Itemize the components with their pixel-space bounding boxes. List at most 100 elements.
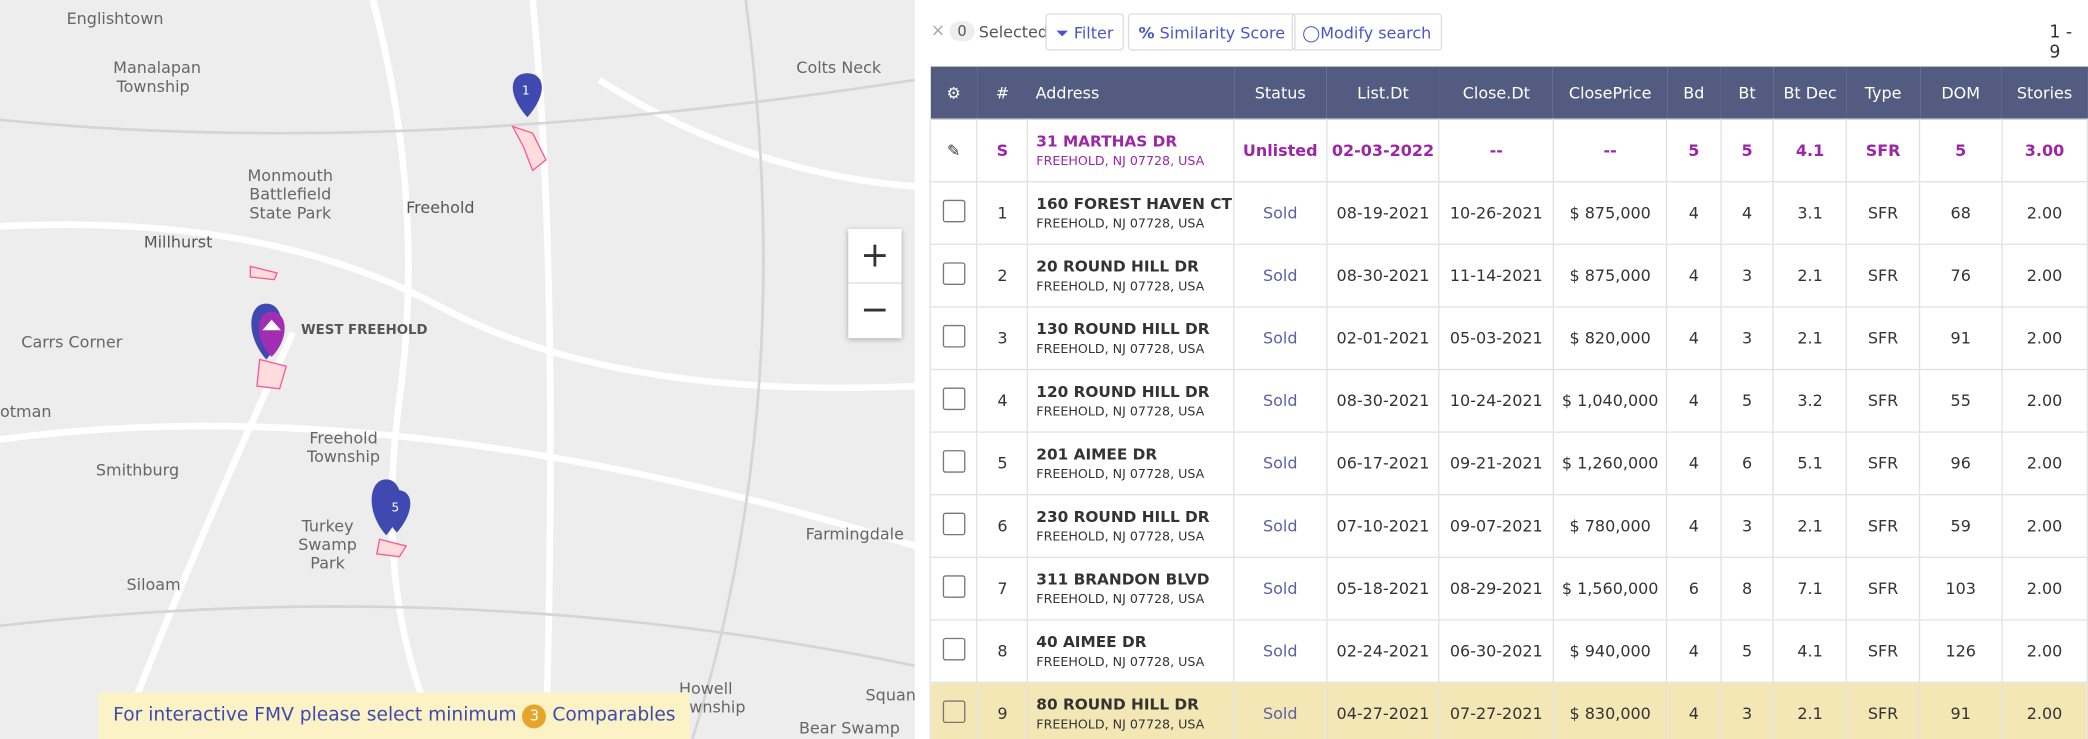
cell: 02-01-2021 [1325,306,1441,371]
cell: 08-19-2021 [1325,181,1441,246]
cell: 2.00 [2001,494,2088,558]
cell: 7.1 [1772,556,1848,621]
select-cell [929,306,978,371]
zoom-out[interactable]: − [848,282,902,337]
pin[interactable] [512,73,542,118]
cell: 09-21-2021 [1438,431,1554,496]
edit-cell: ✎ [929,118,978,183]
checkbox[interactable] [942,387,965,411]
select-cell [929,243,978,308]
filter-button[interactable]: ⏷ Filter [1045,13,1125,51]
cell: SFR [1845,619,1921,684]
cell: 4 [1666,306,1722,371]
city: FREEHOLD, NJ 07728, USA [1036,217,1205,232]
cell: 2.00 [2001,556,2088,621]
address: 230 ROUND HILL DR [1036,507,1210,526]
table-row: 5 201 AIMEE DR FREEHOLD, NJ 07728, USA Sold… [929,431,2088,496]
cell: 3 [976,306,1029,371]
table-row: 7 311 BRANDON BLVD FREEHOLD, NJ 07728, USA… [929,556,2088,621]
pin[interactable] [371,479,411,536]
select-cell [929,181,978,246]
address: 130 ROUND HILL DR [1036,319,1210,339]
cell: Sold [1233,619,1328,684]
city: FREEHOLD, NJ 07728, USA [1036,655,1205,670]
pagination: 1 - 9 [2049,22,2073,63]
cell: SFR [1845,494,1921,558]
city: FREEHOLD, NJ 07728, USA [1036,154,1205,170]
similarity-button[interactable]: % Similarity Score [1127,13,1296,51]
selected-count: 0 [949,21,975,42]
place-label: Freehold Township [307,428,381,467]
modify-button[interactable]: ◯Modify search [1291,13,1442,51]
place-label: Squan [865,685,915,705]
checkbox[interactable] [942,575,965,598]
place-label: Bear Swamp [798,719,900,738]
cell: 3 [1719,681,1775,739]
checkbox[interactable] [942,637,965,661]
checkbox[interactable] [942,324,965,348]
column-header: Bt Dec [1773,66,1847,120]
cell: SFR [1845,243,1921,308]
cell: 08-30-2021 [1325,368,1441,433]
cell: Sold [1233,243,1328,308]
clear-icon[interactable]: × [930,21,946,42]
map[interactable]: 1 5 Englishtown Manalapan Township Colts… [0,0,915,739]
place-label: Millhurst [143,233,213,252]
cell: 07-27-2021 [1438,681,1554,739]
cell: SFR [1845,118,1921,183]
cell: 2.00 [2001,368,2088,433]
cell: 4 [1666,431,1722,496]
table-row: 6 230 ROUND HILL DR FREEHOLD, NJ 07728, US… [929,494,2088,558]
cell: Sold [1233,181,1328,246]
cell: 6 [1666,556,1722,621]
cell: 4.1 [1772,619,1848,684]
edit-icon[interactable]: ✎ [946,141,961,160]
select-cell [929,431,978,496]
checkbox[interactable] [942,262,965,285]
settings-icon[interactable]: ⚙ [930,66,978,120]
table-row: 9 80 ROUND HILL DR FREEHOLD, NJ 07728, USA… [929,681,2088,739]
address-cell: 80 ROUND HILL DR FREEHOLD, NJ 07728, USA [1026,681,1235,739]
table-row: ✎ S 31 MARTHAS DR FREEHOLD, NJ 07728, USA Un… [929,118,2088,183]
place-label: Carrs Corner [21,332,123,352]
checkbox[interactable] [942,450,965,473]
cell: 2.1 [1772,306,1848,371]
checkbox[interactable] [942,199,965,223]
address-cell: 230 ROUND HILL DR FREEHOLD, NJ 07728, USA [1026,494,1235,558]
zoom-in[interactable]: + [860,235,890,276]
checkbox[interactable] [942,700,965,724]
cell: 4 [1719,181,1775,246]
cell: $ 1,260,000 [1552,431,1668,496]
address: 80 ROUND HILL DR [1036,695,1199,714]
subject-pin[interactable] [251,303,285,360]
cell: 5 [1918,118,2003,183]
cell: 2.1 [1772,681,1848,739]
similarity-label: Similarity Score [1159,23,1286,43]
cell: -- [1438,118,1554,183]
roads [0,0,915,739]
cell: 3 [1719,494,1775,558]
cell: 7 [976,556,1029,621]
select-cell [929,494,978,558]
cell: 2.00 [2001,619,2088,684]
cell: 4 [1666,619,1722,684]
checkbox[interactable] [942,512,965,536]
cell: 8 [1719,556,1775,621]
city: FREEHOLD, NJ 07728, USA [1036,467,1205,483]
cell: Sold [1233,681,1328,739]
cell: $ 940,000 [1552,619,1668,684]
place-label: Turkey Swamp Park [298,516,357,573]
cell: 103 [1918,556,2003,621]
address: 201 AIMEE DR [1036,444,1158,464]
city: FREEHOLD, NJ 07728, USA [1036,529,1205,545]
cell: 2.00 [2001,431,2088,496]
address: 31 MARTHAS DR [1036,131,1178,151]
table-row: 8 40 AIMEE DR FREEHOLD, NJ 07728, USA Sold 0… [929,619,2088,684]
cell: 3 [1719,243,1775,308]
cell: 59 [1918,494,2003,558]
cell: SFR [1845,556,1921,621]
select-cell [929,681,978,739]
cell: Sold [1233,494,1328,558]
cell: 6 [1719,431,1775,496]
cell: 76 [1918,243,2003,308]
